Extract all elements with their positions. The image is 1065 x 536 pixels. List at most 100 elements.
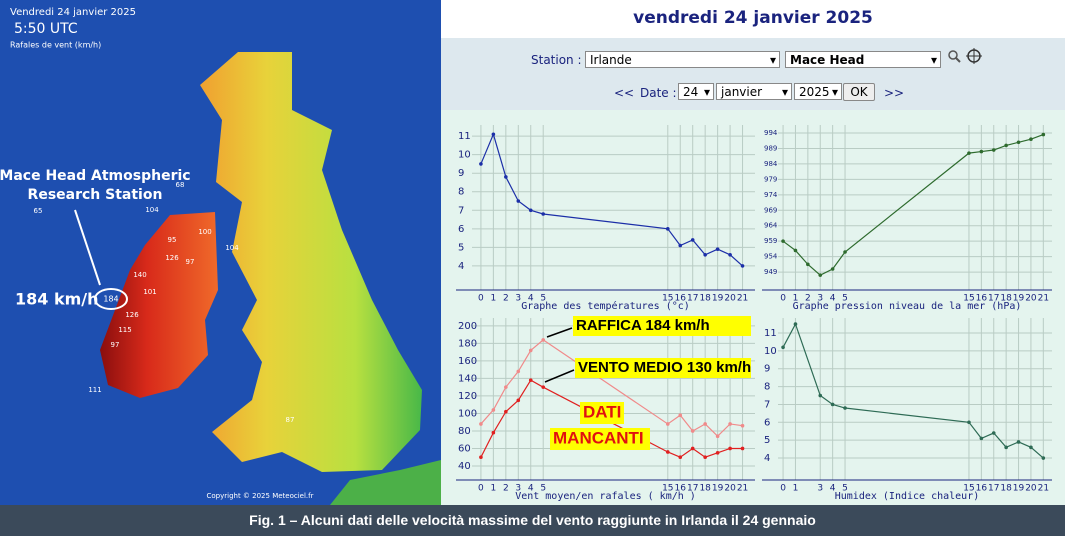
map-label: 97 (186, 258, 195, 266)
data-point (516, 369, 521, 374)
data-point (1029, 445, 1033, 450)
data-point (715, 247, 720, 252)
map-label: 104 (225, 244, 239, 252)
data-point (843, 406, 847, 410)
map-label: 140 (133, 271, 146, 279)
data-point (541, 338, 546, 342)
map-date: Vendredi 24 janvier 2025 (10, 7, 136, 18)
x-tick-label: 20 (724, 484, 736, 494)
y-tick-label: 959 (764, 237, 777, 245)
data-point (715, 434, 720, 439)
x-axis-label: Vent moyen/en rafales ( km/h ) (515, 491, 696, 502)
x-tick-label: 15 (662, 484, 673, 494)
annotation-bg (573, 316, 751, 336)
data-point (528, 208, 533, 213)
data-point (479, 455, 483, 460)
month-select[interactable]: janvier (716, 83, 792, 101)
map-label: 115 (118, 326, 131, 334)
x-tick-label: 17 (988, 294, 999, 304)
y-tick-label: 60 (458, 443, 471, 454)
annotation-bg (550, 428, 650, 450)
data-point (491, 408, 496, 412)
data-point (678, 455, 683, 460)
x-tick-label: 1 (491, 294, 497, 304)
y-tick-label: 974 (764, 191, 778, 199)
x-tick-label: 17 (687, 484, 698, 494)
x-tick-label: 17 (988, 484, 999, 494)
ok-button[interactable]: OK (843, 83, 875, 101)
x-tick-label: 19 (712, 294, 724, 304)
x-tick-label: 1 (793, 294, 799, 304)
x-tick-label: 20 (724, 294, 736, 304)
x-tick-label: 16 (976, 294, 988, 304)
data-point (740, 264, 745, 268)
annotation: DATI (583, 402, 621, 421)
data-point (728, 422, 732, 426)
data-point (781, 239, 785, 243)
annotation-arrow (546, 327, 573, 338)
data-point (690, 446, 695, 451)
y-tick-label: 979 (764, 175, 777, 183)
data-point (491, 132, 496, 137)
station-circle (94, 288, 128, 310)
data-point (703, 252, 707, 257)
data-point (665, 227, 670, 231)
data-point (991, 431, 996, 435)
x-tick-label: 4 (528, 484, 534, 494)
data-point (979, 149, 984, 154)
copyright: Copyright © 2025 Meteociel.fr (207, 492, 314, 500)
x-tick-label: 16 (675, 484, 687, 494)
data-point (504, 385, 508, 389)
map-label: 97 (111, 341, 120, 349)
y-tick-label: 969 (764, 206, 777, 214)
data-point (830, 402, 835, 407)
data-point (967, 151, 971, 155)
map-subtitle: Rafales de vent (km/h) (10, 41, 101, 50)
data-point (703, 455, 707, 460)
day-select[interactable]: 24 (678, 83, 714, 101)
country-select[interactable]: Irlande (585, 51, 780, 69)
data-point (479, 422, 483, 426)
next-day[interactable]: >> (884, 86, 905, 100)
prev-day[interactable]: << (614, 86, 635, 100)
data-point (806, 262, 810, 267)
annotation-bg (575, 358, 751, 378)
data-point (818, 393, 823, 398)
x-tick-label: 18 (1000, 484, 1012, 494)
x-tick-label: 4 (830, 484, 836, 494)
x-tick-label: 3 (515, 484, 521, 494)
data-point (703, 422, 707, 426)
x-tick-label: 18 (699, 484, 711, 494)
search-icon[interactable] (948, 50, 958, 60)
data-point (781, 345, 785, 350)
x-tick-label: 19 (712, 484, 724, 494)
station-name: Mace Head Atmospheric (0, 168, 191, 184)
x-tick-label: 2 (805, 294, 811, 304)
y-tick-label: 6 (764, 417, 770, 428)
great-britain (200, 52, 422, 472)
data-point (991, 148, 996, 152)
y-tick-label: 40 (458, 461, 471, 472)
map-label: 100 (198, 228, 211, 236)
data-point (1041, 456, 1046, 460)
y-tick-label: 200 (458, 321, 477, 332)
y-tick-label: 80 (458, 426, 471, 437)
data-point (728, 252, 732, 257)
map-label: 95 (168, 236, 177, 244)
y-tick-label: 954 (764, 253, 778, 261)
year-select[interactable]: 2025 (794, 83, 842, 101)
annotation: RAFFICA 184 km/h (576, 317, 710, 334)
map-label: 104 (145, 206, 159, 214)
x-axis-label: Humidex (Indice chaleur) (835, 491, 980, 502)
map-label: 126 (125, 311, 139, 319)
map-label: 111 (88, 386, 101, 394)
map-label: 126 (165, 254, 179, 262)
y-tick-label: 4 (764, 453, 770, 464)
x-tick-label: 2 (503, 484, 509, 494)
tools (948, 48, 982, 64)
date-label: Date : (640, 86, 677, 100)
data-point (1016, 140, 1021, 145)
station-name: Research Station (28, 187, 163, 203)
station-select[interactable]: Mace Head (785, 51, 941, 69)
data-point (491, 430, 496, 435)
